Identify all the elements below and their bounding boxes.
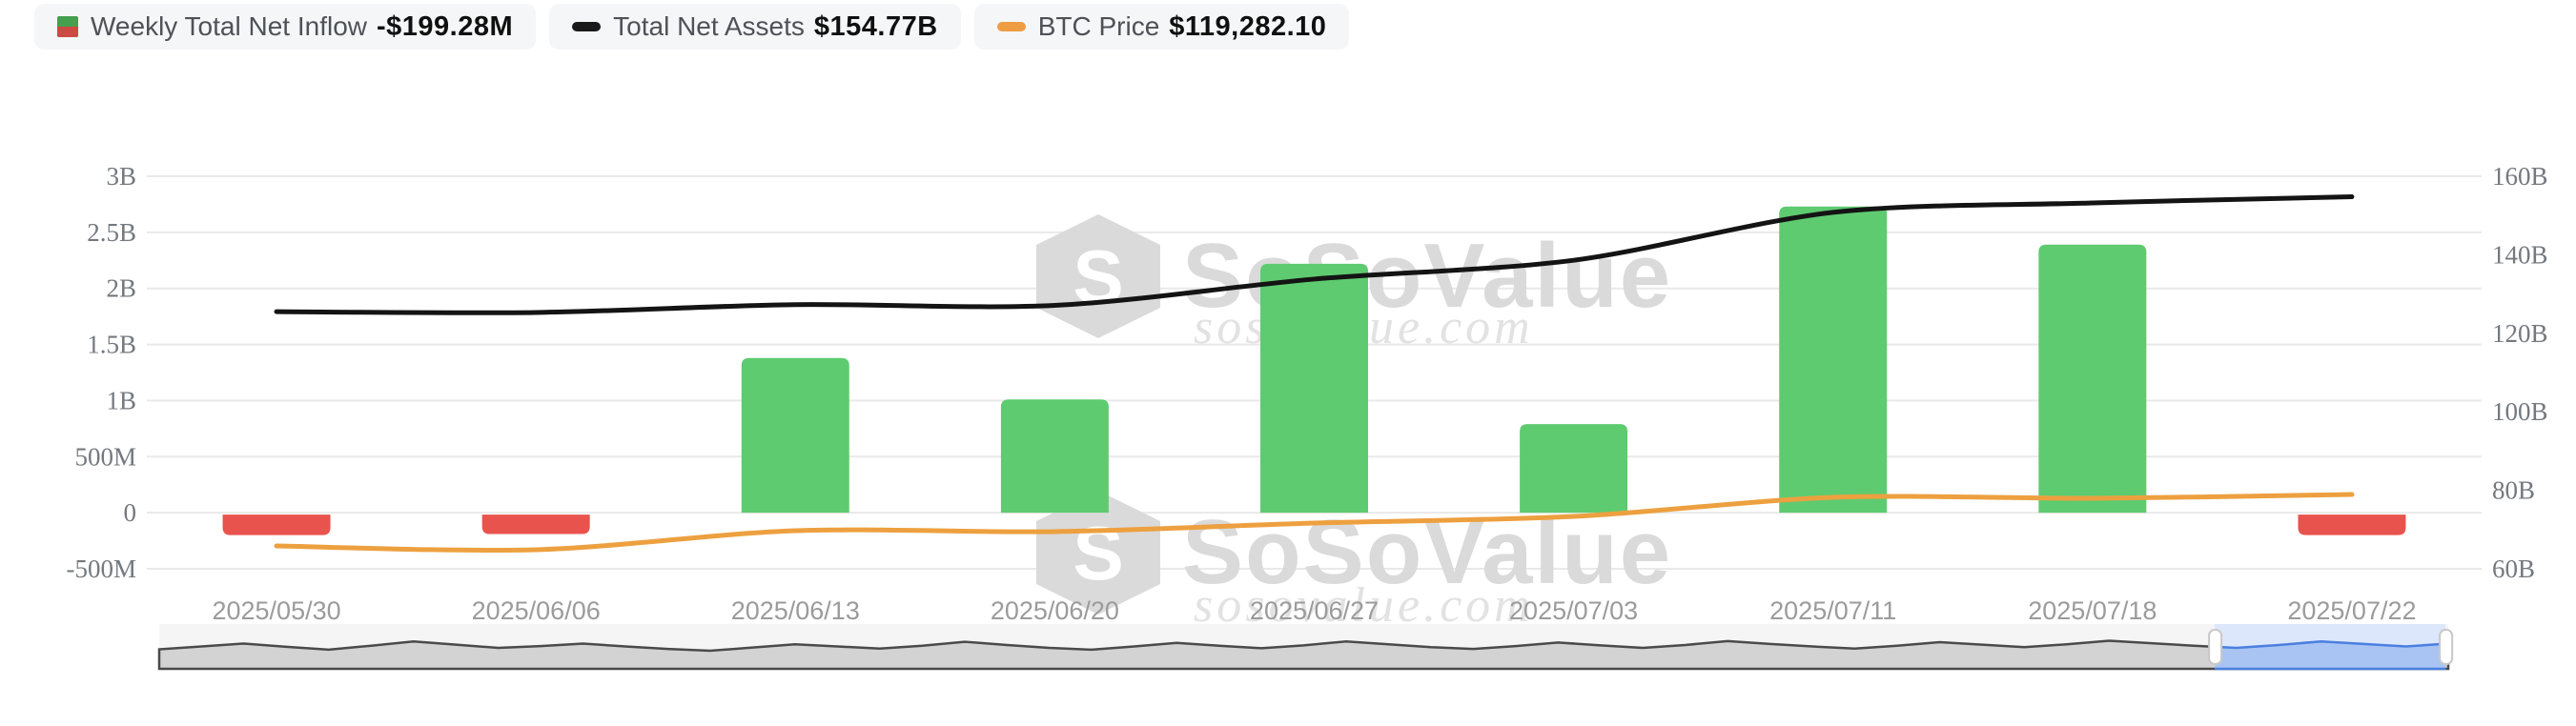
watermark-brand: SoSoValue xyxy=(1182,501,1672,603)
x-axis-date-label: 2025/07/22 xyxy=(2287,596,2416,625)
x-axis-date-label: 2025/05/30 xyxy=(212,596,340,625)
navigator-selection-profile xyxy=(2215,639,2446,671)
left-axis-tick-label: 500M xyxy=(74,442,136,471)
net-inflow-bar xyxy=(741,357,849,514)
left-axis-tick-label: 0 xyxy=(124,498,137,527)
bars-layer xyxy=(222,206,2406,535)
left-axis-tick-label: 2.5B xyxy=(87,218,136,247)
right-axis-tick-label: 100B xyxy=(2492,397,2548,426)
navigator-area-profile xyxy=(157,639,2450,671)
net-inflow-bar xyxy=(1779,206,1888,514)
net-inflow-bar xyxy=(481,514,590,534)
right-axis-tick-label: 160B xyxy=(2492,162,2548,191)
watermark-bottom: S SoSoValue sosovalue.com xyxy=(1036,491,1672,633)
sosovalue-logo-icon xyxy=(1036,214,1160,338)
lines-layer xyxy=(274,194,2355,554)
x-axis-date-label: 2025/07/11 xyxy=(1769,596,1896,625)
navigator xyxy=(157,624,2454,671)
legend-item-btc-price[interactable]: BTC Price $119,282.10 xyxy=(973,4,1350,50)
net-inflow-bar xyxy=(2038,244,2147,514)
legend-label: Weekly Total Net Inflow xyxy=(91,11,367,41)
btc-price-line xyxy=(274,492,2355,554)
legend-value: $119,282.10 xyxy=(1169,10,1327,42)
left-axis-tick-label: 1.5B xyxy=(87,331,136,359)
sosovalue-logo-letter: S xyxy=(1073,234,1123,319)
right-axis-tick-label: 120B xyxy=(2492,319,2548,348)
net-inflow-bar xyxy=(222,514,331,535)
net-inflow-bar xyxy=(1520,424,1628,514)
x-axis-date-label: 2025/06/06 xyxy=(472,596,601,625)
legend: Weekly Total Net Inflow -$199.28M Total … xyxy=(34,4,1350,50)
legend-item-total-net-assets[interactable]: Total Net Assets $154.77B xyxy=(549,4,961,50)
left-axis-tick-label: -500M xyxy=(67,555,137,583)
btc-legend-dash-icon xyxy=(996,22,1026,31)
right-axis-tick-label: 60B xyxy=(2492,555,2535,583)
net-inflow-bar xyxy=(2298,514,2406,535)
total-net-assets-line xyxy=(274,194,2355,315)
net-inflow-bar xyxy=(1260,263,1368,514)
right-axis-tick-label: 140B xyxy=(2492,240,2548,269)
x-axis-date-label: 2025/07/03 xyxy=(1509,596,1638,625)
legend-label: Total Net Assets xyxy=(613,11,805,41)
x-axis-date-label: 2025/06/27 xyxy=(1250,596,1379,625)
navigator-right-handle[interactable] xyxy=(2439,629,2454,665)
axis-labels-layer: 3B 2.5B 2B 1.5B 1B 500M 0 -500M 160B 140B 120B 100B… xyxy=(67,162,2548,625)
x-axis-date-label: 2025/07/18 xyxy=(2028,596,2157,625)
left-axis-tick-label: 2B xyxy=(106,274,136,303)
sosovalue-logo-icon xyxy=(1036,491,1160,615)
net-inflow-bar xyxy=(1000,399,1109,514)
left-axis-tick-label: 1B xyxy=(106,386,136,414)
legend-item-weekly-net-inflow[interactable]: Weekly Total Net Inflow -$199.28M xyxy=(34,4,537,50)
watermark-domain: sosovalue.com xyxy=(1194,578,1534,633)
x-axis-date-label: 2025/06/20 xyxy=(991,596,1119,625)
x-axis-date-label: 2025/06/13 xyxy=(731,596,860,625)
right-axis-tick-label: 80B xyxy=(2492,476,2535,505)
legend-value: $154.77B xyxy=(813,10,938,42)
navigator-left-handle[interactable] xyxy=(2208,629,2223,665)
left-axis-tick-label: 3B xyxy=(106,162,136,191)
sosovalue-logo-letter: S xyxy=(1073,511,1123,595)
assets-legend-dash-icon xyxy=(572,22,602,31)
inflow-legend-swatch-icon xyxy=(57,16,78,37)
legend-value: -$199.28M xyxy=(376,10,514,42)
legend-label: BTC Price xyxy=(1037,11,1160,41)
